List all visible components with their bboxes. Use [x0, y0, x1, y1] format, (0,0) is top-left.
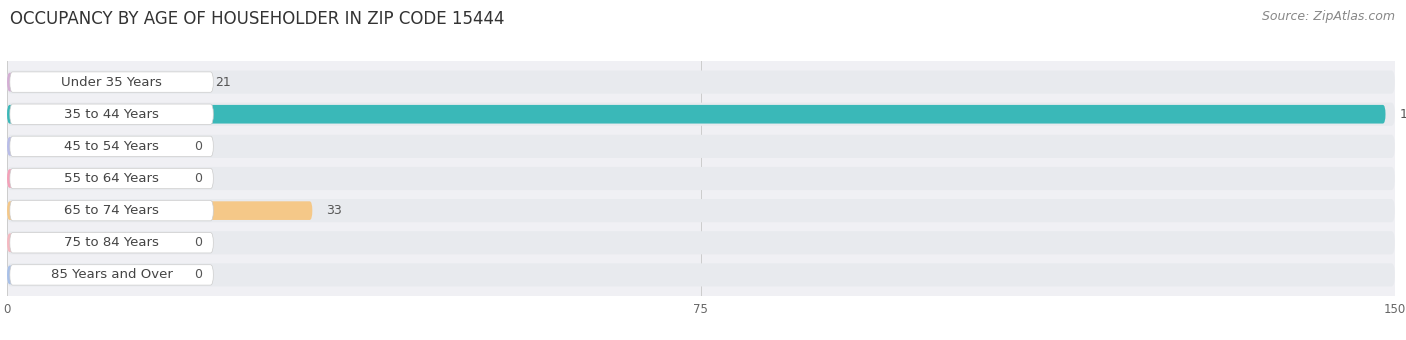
FancyBboxPatch shape: [7, 70, 1395, 94]
FancyBboxPatch shape: [10, 136, 214, 156]
Text: 149: 149: [1399, 108, 1406, 121]
Text: 21: 21: [215, 75, 231, 89]
FancyBboxPatch shape: [10, 104, 214, 124]
Text: 65 to 74 Years: 65 to 74 Years: [65, 204, 159, 217]
FancyBboxPatch shape: [7, 135, 1395, 158]
Text: OCCUPANCY BY AGE OF HOUSEHOLDER IN ZIP CODE 15444: OCCUPANCY BY AGE OF HOUSEHOLDER IN ZIP C…: [10, 10, 505, 28]
Text: 45 to 54 Years: 45 to 54 Years: [65, 140, 159, 153]
FancyBboxPatch shape: [10, 265, 214, 285]
FancyBboxPatch shape: [10, 72, 214, 92]
Text: Source: ZipAtlas.com: Source: ZipAtlas.com: [1261, 10, 1395, 23]
FancyBboxPatch shape: [7, 201, 312, 220]
FancyBboxPatch shape: [7, 264, 1395, 287]
Text: 55 to 64 Years: 55 to 64 Years: [65, 172, 159, 185]
FancyBboxPatch shape: [7, 234, 180, 252]
Text: 0: 0: [194, 268, 202, 282]
FancyBboxPatch shape: [10, 201, 214, 221]
FancyBboxPatch shape: [7, 231, 1395, 254]
FancyBboxPatch shape: [7, 137, 180, 156]
Text: Under 35 Years: Under 35 Years: [60, 75, 162, 89]
FancyBboxPatch shape: [7, 169, 180, 188]
FancyBboxPatch shape: [7, 199, 1395, 222]
FancyBboxPatch shape: [10, 233, 214, 253]
FancyBboxPatch shape: [7, 73, 201, 91]
Text: 35 to 44 Years: 35 to 44 Years: [65, 108, 159, 121]
FancyBboxPatch shape: [7, 105, 1385, 123]
FancyBboxPatch shape: [7, 266, 180, 284]
Text: 0: 0: [194, 172, 202, 185]
Text: 85 Years and Over: 85 Years and Over: [51, 268, 173, 282]
Text: 0: 0: [194, 236, 202, 249]
Text: 75 to 84 Years: 75 to 84 Years: [65, 236, 159, 249]
FancyBboxPatch shape: [7, 103, 1395, 126]
Text: 33: 33: [326, 204, 342, 217]
FancyBboxPatch shape: [7, 167, 1395, 190]
FancyBboxPatch shape: [10, 168, 214, 189]
Text: 0: 0: [194, 140, 202, 153]
